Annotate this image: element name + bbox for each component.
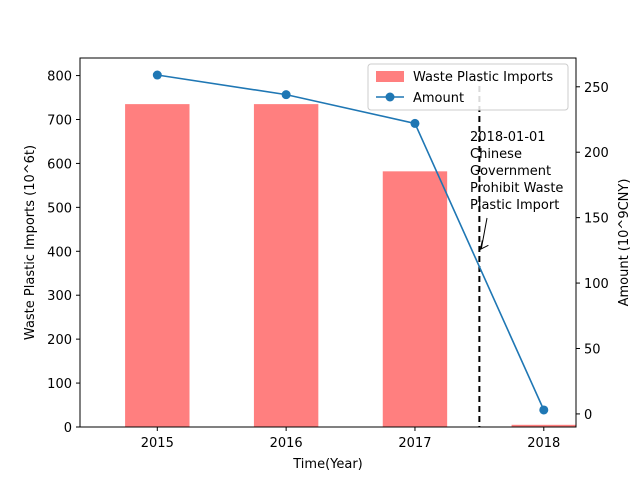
annotation-line: Plastic Import	[470, 198, 559, 213]
legend-swatch-bar	[376, 71, 404, 82]
bar-2018	[511, 424, 576, 427]
line-layer	[152, 70, 549, 415]
y-left-tick-label: 400	[47, 245, 72, 260]
x-tick-label: 2017	[398, 436, 431, 451]
x-axis-label: Time(Year)	[292, 457, 362, 472]
annotation-line: 2018-01-01	[470, 130, 546, 145]
legend: Waste Plastic Imports Amount	[367, 63, 569, 111]
y-right-tick-label: 250	[584, 81, 609, 96]
y-right-tick-label: 50	[584, 342, 601, 357]
series-line-amount	[157, 74, 545, 411]
bar-2016	[253, 104, 319, 427]
y-right-tick-label: 0	[584, 408, 592, 423]
annotation-arrowhead	[479, 240, 489, 251]
y-left-axis-label: Waste Plastic Imports (10^6t)	[23, 145, 38, 340]
bars-layer	[125, 104, 576, 427]
y-left-tick-label: 0	[64, 421, 72, 436]
legend-label-amount: Amount	[413, 91, 464, 106]
plot-frame	[79, 57, 577, 428]
y-right-tick-label: 100	[584, 277, 609, 292]
point-amount-2015	[152, 70, 162, 80]
y-right-axis-label: Amount (10^9CNY)	[617, 179, 632, 307]
point-amount-2017	[410, 118, 420, 128]
annotation-arrow	[480, 217, 488, 249]
annotation-line: Chinese	[470, 147, 522, 162]
annotation-layer: 2018-01-01 Chinese Government Prohibit Wast…	[470, 130, 563, 251]
axes-layer: 2015 2016 2017 2018010020030040050060070080…	[23, 57, 632, 472]
annotation-line: Government	[470, 164, 551, 179]
legend-swatch-marker	[385, 92, 395, 102]
x-tick-label: 2015	[141, 436, 174, 451]
y-left-tick-label: 500	[47, 201, 72, 216]
annotation-line: Prohibit Waste	[470, 181, 563, 196]
y-right-tick-label: 150	[584, 212, 609, 227]
x-tick-label: 2016	[270, 436, 303, 451]
y-left-tick-label: 200	[47, 333, 72, 348]
legend-label-imports: Waste Plastic Imports	[413, 70, 553, 85]
x-tick-label: 2018	[527, 436, 560, 451]
y-left-tick-label: 600	[47, 157, 72, 172]
y-right-tick-label: 200	[584, 146, 609, 161]
legend-box	[367, 63, 569, 111]
bar-2015	[125, 104, 190, 427]
point-amount-2018	[539, 405, 549, 415]
y-left-tick-label: 100	[47, 377, 72, 392]
point-amount-2016	[281, 90, 291, 100]
y-left-tick-label: 800	[47, 70, 72, 85]
y-left-tick-label: 300	[47, 289, 72, 304]
y-left-tick-label: 700	[47, 114, 72, 129]
bar-2017	[382, 171, 448, 427]
